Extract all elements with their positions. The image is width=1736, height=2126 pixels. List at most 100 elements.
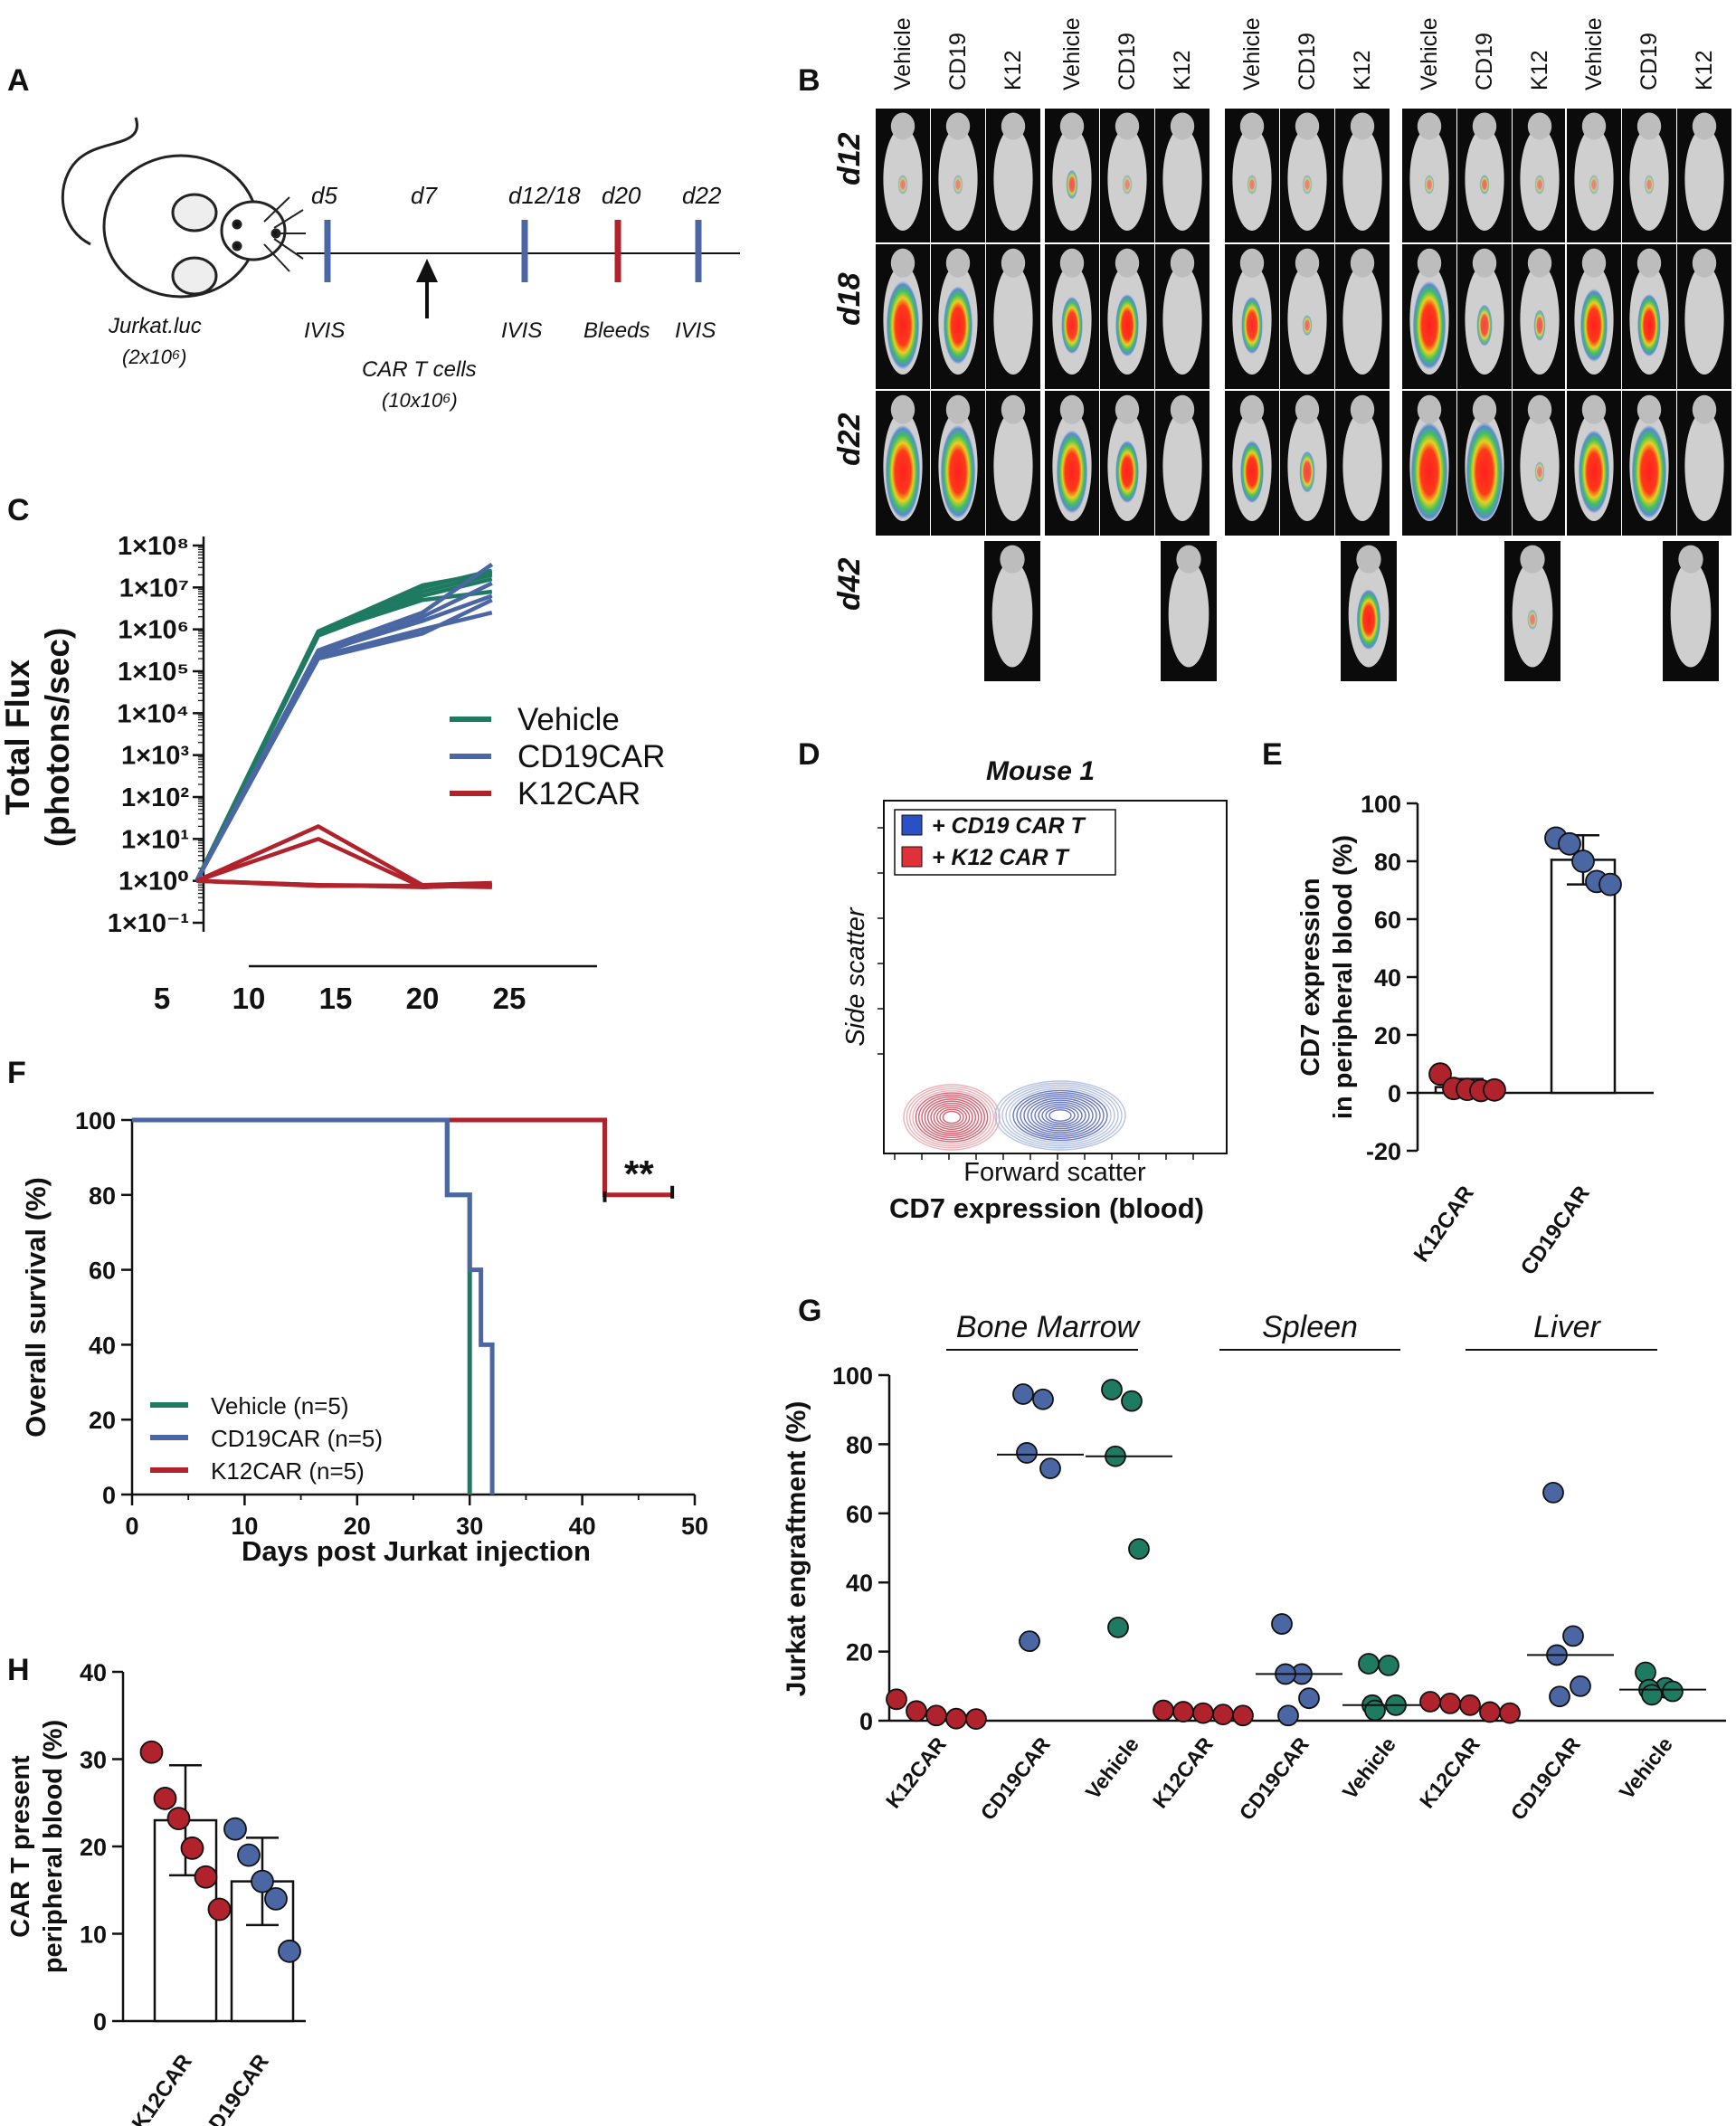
mouse-head-silhouette <box>1170 112 1195 140</box>
legend-swatch-cd19 <box>901 814 923 836</box>
x-category-label: CD19CAR <box>976 1732 1056 1825</box>
y-axis-label: Side scatter <box>841 906 870 1046</box>
data-point <box>1039 1457 1061 1480</box>
mouse-head-silhouette <box>945 248 971 278</box>
y-tick-label: 100 <box>1361 791 1401 818</box>
x-axis-label: Days post Jurkat injection <box>242 1535 591 1567</box>
imaging-column-header: Vehicle <box>1581 17 1607 90</box>
panel-a-schematic: Jurkat.luc (2x10⁶) d5 IVIS d7 CAR T cells (1… <box>61 117 740 412</box>
y-tick-label: 40 <box>1374 964 1401 992</box>
mouse-head-silhouette <box>1527 394 1552 424</box>
mouse-body-silhouette <box>1684 411 1724 521</box>
mouse-head-silhouette <box>1417 248 1442 278</box>
cd19-density-contour <box>998 1082 1123 1149</box>
bioluminescence-signal <box>1533 309 1546 341</box>
bioluminescence-signal <box>1302 315 1313 337</box>
panel-e-bar-chart: -20 0 20 40 60 80 100 K12CAR CD19CAR CD7 expressi… <box>1296 791 1654 1279</box>
mouse-head-silhouette <box>1520 545 1545 574</box>
timepoint-day-label: d20 <box>602 182 641 209</box>
y-tick-label: 60 <box>89 1258 116 1285</box>
bioluminescence-signal <box>1534 175 1545 195</box>
bioluminescence-signal <box>1466 422 1504 522</box>
y-tick-label: 1×10⁰ <box>119 868 189 897</box>
y-tick-label: 1×10⁵ <box>118 658 189 687</box>
bioluminescence-signal <box>1240 441 1264 504</box>
imaging-group-frame <box>1043 389 1211 537</box>
survival-curve <box>132 1117 495 1495</box>
timepoint-day-label: d22 <box>682 182 722 209</box>
mouse-head-silhouette <box>1059 248 1085 278</box>
x-tick-label: 50 <box>681 1513 708 1540</box>
mouse-head-silhouette <box>1692 248 1717 278</box>
y-tick-label: 1×10⁸ <box>118 532 189 561</box>
timepoint-event-label: CAR T cells <box>362 357 477 382</box>
bioluminescence-signal <box>1410 422 1448 522</box>
cd19-density-contour <box>1001 1084 1119 1147</box>
data-point <box>251 1869 274 1893</box>
mouse-head-silhouette <box>1295 248 1320 278</box>
y-tick-label: 1×10¹ <box>121 825 189 854</box>
x-category-label: Vehicle <box>1338 1732 1400 1803</box>
timepoint-event-label: IVIS <box>304 318 345 343</box>
x-tick-label: 15 <box>319 982 353 1015</box>
tissue-label: Bone Marrow <box>956 1310 1142 1344</box>
cd19-density-contour <box>1009 1087 1112 1144</box>
plot-caption: CD7 expression (blood) <box>889 1192 1204 1224</box>
panel-label-d: D <box>798 737 821 772</box>
data-point <box>223 1817 247 1841</box>
legend-label-cd19: + CD19 CAR T <box>932 813 1087 839</box>
mouse-head-silhouette <box>1417 112 1442 140</box>
mouse-body-silhouette <box>1162 128 1202 231</box>
data-point <box>237 1843 261 1867</box>
bioluminescence-signal <box>1302 175 1313 195</box>
bioluminescence-signal <box>1637 294 1661 357</box>
data-point <box>886 1688 907 1711</box>
x-tick-label: 10 <box>232 982 266 1015</box>
survival-curve <box>132 1117 673 1198</box>
data-point <box>906 1700 927 1723</box>
series-line-cd19car <box>194 581 493 882</box>
cd19-density-contour <box>1027 1097 1094 1134</box>
mouse-head-silhouette <box>1115 248 1140 278</box>
bioluminescence-signal <box>1115 441 1139 504</box>
bioluminescence-signal <box>953 175 963 195</box>
x-category-label: CD19CAR <box>1516 1182 1595 1279</box>
data-point <box>1107 1616 1129 1638</box>
imaging-column-header: K12 <box>1350 51 1375 90</box>
x-tick-label: 5 <box>154 982 170 1015</box>
y-tick-label: 60 <box>846 1501 873 1528</box>
bioluminescence-signal <box>1412 280 1447 370</box>
y-tick-label: 1×10⁷ <box>119 574 189 603</box>
panel-label-b: B <box>798 63 821 98</box>
k12-density-contour <box>933 1104 971 1131</box>
y-tick-label: 60 <box>1374 906 1401 934</box>
mouse-head-silhouette <box>945 394 971 424</box>
legend-label: K12CAR <box>517 776 640 811</box>
mouse-head-silhouette <box>1472 248 1497 278</box>
data-point <box>278 1939 301 1963</box>
mouse-head-silhouette <box>1170 248 1195 278</box>
mouse-body-silhouette <box>1342 264 1382 375</box>
legend-label: Vehicle (n=5) <box>211 1392 348 1419</box>
data-point <box>1277 1704 1299 1727</box>
data-point <box>139 1740 164 1764</box>
data-point <box>1459 1694 1481 1716</box>
significance-annotation: ** <box>624 1153 654 1195</box>
mouse-head-silhouette <box>1059 394 1085 424</box>
mouse-head-silhouette <box>1295 112 1320 140</box>
y-axis-label-2: in peripheral blood (%) <box>1329 835 1358 1119</box>
mouse-head-silhouette <box>1115 112 1140 140</box>
imaging-row-label: d12 <box>832 132 867 185</box>
imaging-column-header: CD19 <box>1115 33 1140 90</box>
x-category-label: CD19CAR <box>1506 1732 1586 1825</box>
mouse-head-silhouette <box>890 248 915 278</box>
bioluminescence-signal <box>943 286 973 365</box>
mouse-head-silhouette <box>1001 248 1026 278</box>
timepoint-event-label: IVIS <box>501 318 542 343</box>
data-point <box>1378 1654 1399 1676</box>
mouse-head-silhouette <box>1581 112 1607 140</box>
x-tick-label: 25 <box>493 982 526 1015</box>
bioluminescence-signal <box>1631 424 1667 519</box>
mouse-head-silhouette <box>1350 394 1375 424</box>
